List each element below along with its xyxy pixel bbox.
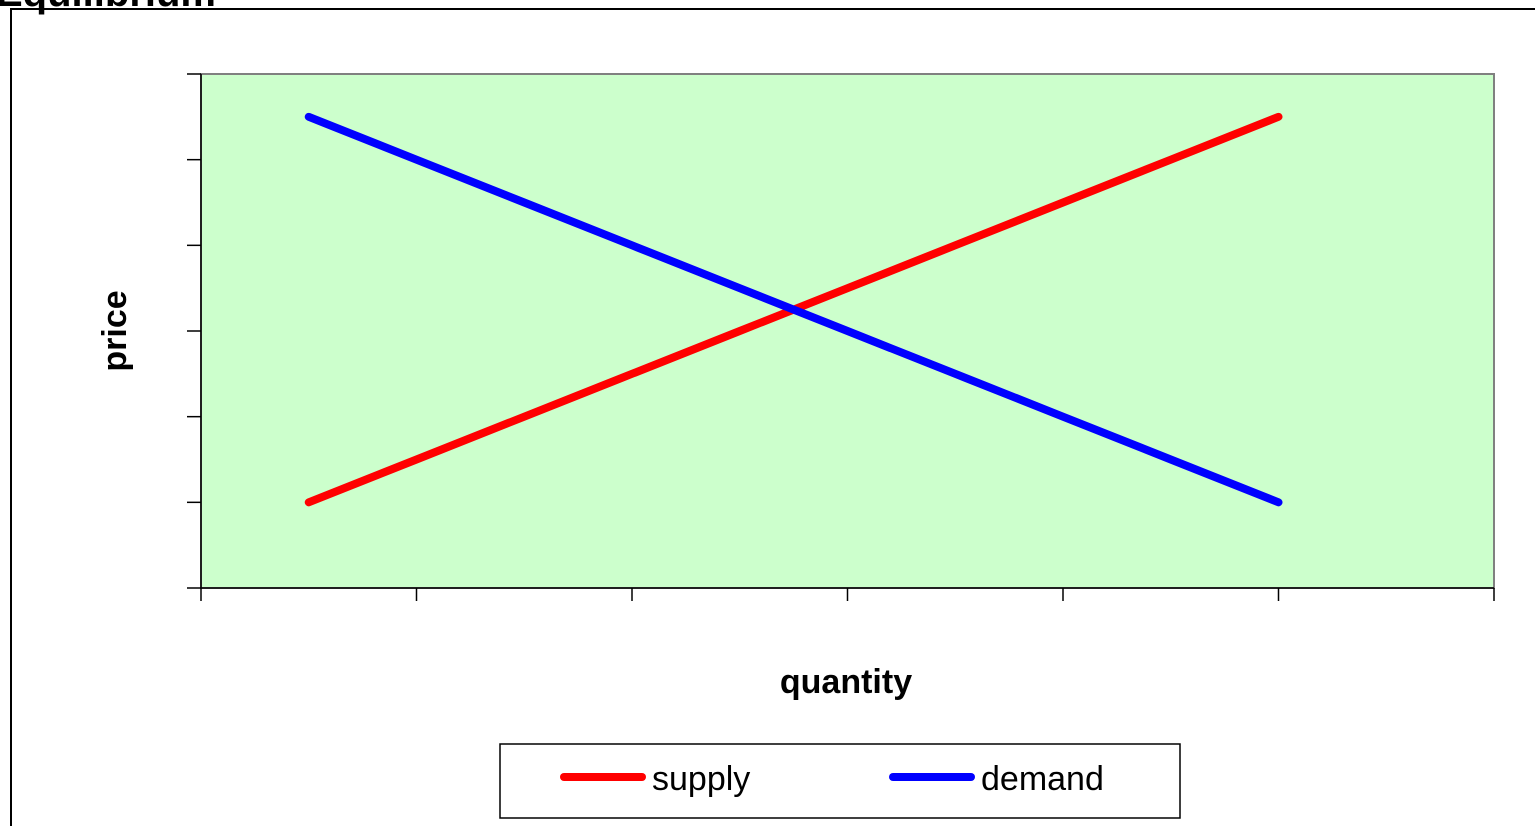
chart-title: Equilibrium (0, 0, 216, 15)
series-layer (304, 112, 1283, 507)
y-axis-label: price (96, 290, 134, 371)
legend-label-demand: demand (981, 760, 1104, 798)
series-line-demand (304, 112, 1283, 507)
legend: supply demand (499, 743, 1181, 819)
legend-label-supply: supply (652, 760, 750, 798)
axis-ticks (187, 73, 1495, 601)
x-axis-label: quantity (780, 663, 912, 701)
